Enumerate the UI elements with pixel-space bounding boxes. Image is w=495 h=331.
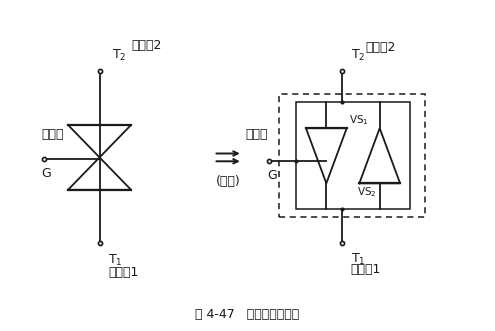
Text: T$_2$: T$_2$ <box>112 48 126 63</box>
Text: 主电极2: 主电极2 <box>131 39 161 52</box>
Text: 图 4-47   双向晶闸管原理: 图 4-47 双向晶闸管原理 <box>196 308 299 321</box>
Text: VS$_1$: VS$_1$ <box>349 113 369 126</box>
Text: (等效): (等效) <box>216 175 241 188</box>
Text: 控制极: 控制极 <box>245 128 268 141</box>
Text: T$_1$: T$_1$ <box>351 252 365 266</box>
Text: 主电极1: 主电极1 <box>108 266 139 279</box>
Bar <box>296 102 410 209</box>
Bar <box>279 94 425 217</box>
Text: 控制极: 控制极 <box>42 128 64 141</box>
Text: G: G <box>42 167 51 180</box>
Text: G: G <box>267 169 277 182</box>
Text: 主电极2: 主电极2 <box>365 41 396 54</box>
Text: T$_2$: T$_2$ <box>351 48 365 63</box>
Text: VS$_2$: VS$_2$ <box>357 185 377 199</box>
Text: 主电极1: 主电极1 <box>351 263 381 276</box>
Text: T$_1$: T$_1$ <box>108 253 123 268</box>
